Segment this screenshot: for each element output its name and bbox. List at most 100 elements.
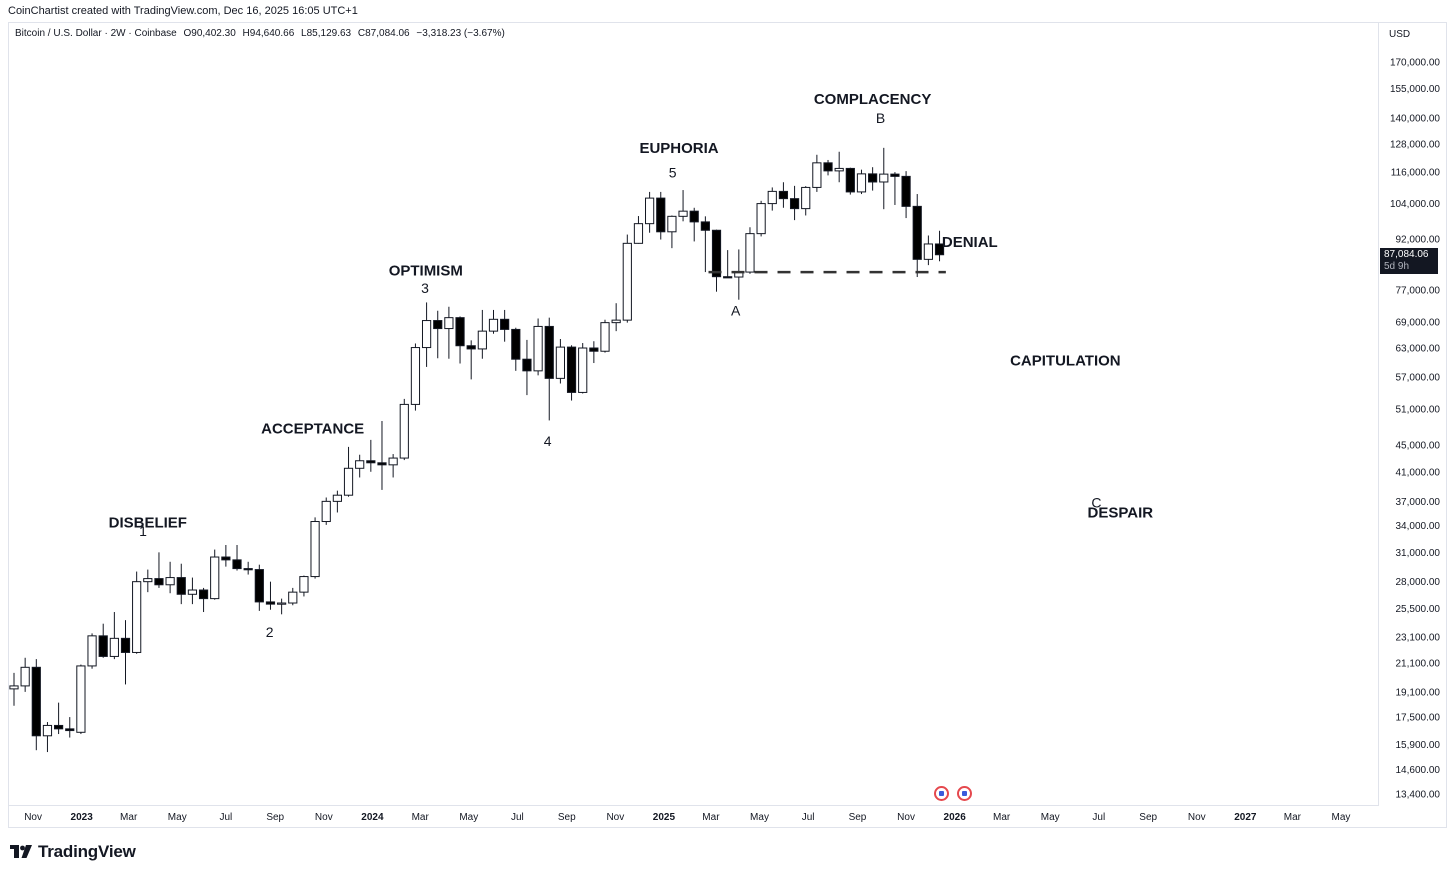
candle-body (711, 229, 722, 278)
candle-body (332, 494, 342, 502)
candle-body (934, 243, 945, 256)
symbol-legend[interactable]: Bitcoin / U.S. Dollar · 2W · Coinbase O9… (15, 28, 509, 39)
x-tick-label: Sep (849, 812, 867, 823)
candle-body (377, 462, 387, 466)
ohlc-open: O90,402.30 (183, 28, 236, 39)
y-tick-label: 128,000.00 (1390, 139, 1440, 150)
x-tick-label: Sep (558, 812, 576, 823)
last-price-tag: 87,084.06 5d 9h (1380, 248, 1438, 274)
us-event-icon[interactable] (934, 786, 949, 801)
candle-body (812, 162, 822, 188)
candle-body (421, 320, 432, 349)
x-tick-label: Nov (1188, 812, 1206, 823)
candle-body (54, 724, 64, 730)
wave-label: 4 (544, 433, 552, 449)
candle-body (399, 403, 409, 459)
tradingview-logo[interactable]: TradingView (10, 842, 136, 862)
candle-body (410, 347, 421, 405)
y-tick-label: 116,000.00 (1391, 168, 1441, 179)
tradingview-logo-icon (10, 845, 32, 858)
phase-label: OPTIMISM (389, 263, 463, 280)
y-tick-label: 77,000.00 (1396, 286, 1441, 297)
currency-label[interactable]: USD (1389, 29, 1411, 40)
price-axis[interactable] (1378, 22, 1447, 806)
x-tick-label: May (168, 812, 187, 823)
candle-body (31, 666, 41, 737)
candle-body (656, 197, 666, 233)
candle-body (343, 467, 354, 496)
phase-label: CAPITULATION (1010, 352, 1121, 369)
y-tick-label: 17,500.00 (1396, 713, 1441, 724)
candle-body (109, 637, 119, 657)
candle-body (544, 325, 554, 379)
candle-body (566, 346, 577, 393)
wave-label: 2 (266, 624, 274, 640)
y-tick-label: 13,400.00 (1396, 790, 1441, 801)
x-tick-label: May (1332, 812, 1351, 823)
candle-body (210, 556, 220, 600)
phase-label: DENIAL (942, 234, 998, 251)
x-tick-label: 2024 (361, 812, 384, 823)
chart-frame (8, 22, 1447, 828)
candle-body (433, 320, 443, 330)
candle-body (778, 190, 789, 200)
candle-body (578, 347, 588, 393)
x-tick-label: Jul (219, 812, 232, 823)
y-tick-label: 51,000.00 (1396, 404, 1441, 415)
candle-body (912, 205, 922, 260)
candle-body (678, 210, 688, 217)
x-tick-label: Jul (1092, 812, 1105, 823)
wave-label: A (731, 303, 741, 319)
candle-body (265, 601, 276, 605)
candle-body (187, 589, 198, 595)
candle-body (555, 346, 565, 379)
y-tick-label: 23,100.00 (1396, 633, 1441, 644)
candle-body (500, 318, 510, 330)
phase-label: EUPHORIA (639, 140, 718, 157)
symbol-name[interactable]: Bitcoin / U.S. Dollar · 2W · Coinbase (15, 28, 177, 39)
x-tick-label: Mar (412, 812, 430, 823)
x-tick-label: Jul (802, 812, 815, 823)
candle-body (277, 602, 287, 605)
x-tick-label: Nov (606, 812, 624, 823)
x-tick-label: Nov (315, 812, 333, 823)
y-tick-label: 41,000.00 (1396, 467, 1441, 478)
wave-label: 5 (669, 165, 677, 181)
candle-body (756, 203, 766, 235)
wave-label: 3 (421, 280, 429, 296)
x-tick-label: Sep (1139, 812, 1157, 823)
x-tick-label: May (1041, 812, 1060, 823)
us-event-icon[interactable] (957, 786, 972, 801)
y-tick-label: 63,000.00 (1396, 344, 1441, 355)
x-tick-label: 2027 (1234, 812, 1257, 823)
x-tick-label: Sep (266, 812, 284, 823)
candle-body (154, 578, 164, 586)
time-axis[interactable] (8, 805, 1378, 828)
candle-body (254, 569, 264, 603)
candle-body (488, 318, 499, 332)
candle-body (767, 190, 777, 205)
candle-body (868, 173, 878, 183)
candle-body (533, 325, 543, 372)
wave-label: 1 (139, 523, 147, 539)
candle-body (299, 576, 309, 593)
phase-label: COMPLACENCY (814, 91, 932, 108)
y-tick-label: 34,000.00 (1396, 521, 1441, 532)
candle-body (42, 724, 53, 737)
x-tick-label: Mar (993, 812, 1011, 823)
y-tick-label: 155,000.00 (1390, 84, 1440, 95)
x-tick-label: 2025 (653, 812, 676, 823)
y-tick-label: 31,000.00 (1396, 548, 1441, 559)
x-tick-label: May (750, 812, 769, 823)
candle-body (834, 167, 844, 172)
candle-body (823, 162, 833, 172)
candle-body (689, 210, 699, 223)
x-tick-label: Nov (897, 812, 915, 823)
chart-credit: CoinChartist created with TradingView.co… (8, 5, 358, 17)
candle-body (87, 635, 97, 667)
ohlc-change: −3,318.23 (−3.67%) (416, 28, 505, 39)
candle-body (76, 665, 86, 733)
candle-body (600, 322, 610, 352)
candle-body (801, 186, 811, 210)
